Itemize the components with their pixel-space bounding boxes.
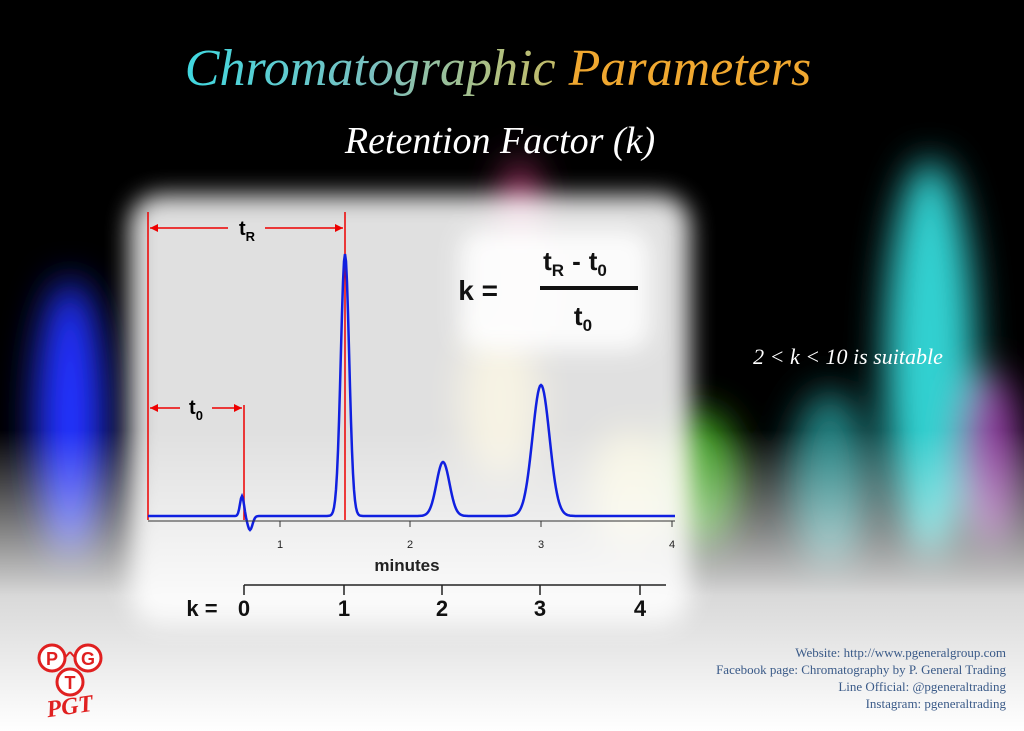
title-right: Parameters — [568, 40, 812, 97]
footer-line: Instagram: pgeneraltrading — [866, 696, 1007, 711]
footer-line: Website: http://www.pgeneralgroup.com — [795, 645, 1006, 660]
k-tick-label: 4 — [634, 596, 647, 621]
k-tick-label: 0 — [238, 596, 250, 621]
den-s: 0 — [583, 316, 592, 335]
t0-label: t0 — [189, 397, 203, 423]
note: 2 < k < 10 is suitable — [753, 344, 943, 369]
k-label: k = — [186, 596, 217, 621]
num-s2: 0 — [597, 261, 606, 280]
num-t1: t — [543, 246, 552, 276]
time-tick-label: 4 — [669, 539, 675, 551]
logo-letter: T — [65, 673, 76, 693]
num-op: - — [572, 246, 581, 276]
formula-denominator: t0 — [574, 301, 592, 335]
k-tick-label: 1 — [338, 596, 350, 621]
tr-base: t — [239, 218, 246, 240]
logo-letter: G — [81, 649, 95, 669]
formula-numerator: tR - t0 — [543, 246, 607, 280]
time-tick-label: 2 — [407, 539, 413, 551]
logo: P G T PGT — [37, 643, 103, 723]
tr-label: tR — [239, 218, 256, 244]
logo-letter: P — [46, 649, 58, 669]
footer: Website: http://www.pgeneralgroup.com Fac… — [716, 645, 1006, 711]
title: Chromatographic Parameters — [185, 40, 811, 97]
num-t2: t — [589, 246, 598, 276]
subtitle: Retention Factor (k) — [344, 120, 655, 162]
footer-line: Line Official: @pgeneraltrading — [838, 679, 1006, 694]
trace — [148, 253, 675, 532]
time-label: minutes — [374, 556, 439, 575]
time-tick-label: 1 — [277, 539, 283, 551]
tr-sub: R — [246, 229, 256, 244]
k-tick-label: 2 — [436, 596, 448, 621]
footer-line: Facebook page: Chromatography by P. Gene… — [716, 662, 1006, 677]
chromatogram: tR t0 minutes k = 1 2 3 40 1 2 3 4 — [147, 212, 675, 621]
time-tick-label: 3 — [538, 539, 544, 551]
formula-lhs: k = — [458, 275, 498, 306]
num-s1: R — [552, 261, 564, 280]
k-tick-label: 3 — [534, 596, 546, 621]
title-left: Chromatographic — [185, 40, 556, 97]
t0-sub: 0 — [196, 408, 203, 423]
den-t: t — [574, 301, 583, 331]
t0-base: t — [189, 397, 196, 419]
